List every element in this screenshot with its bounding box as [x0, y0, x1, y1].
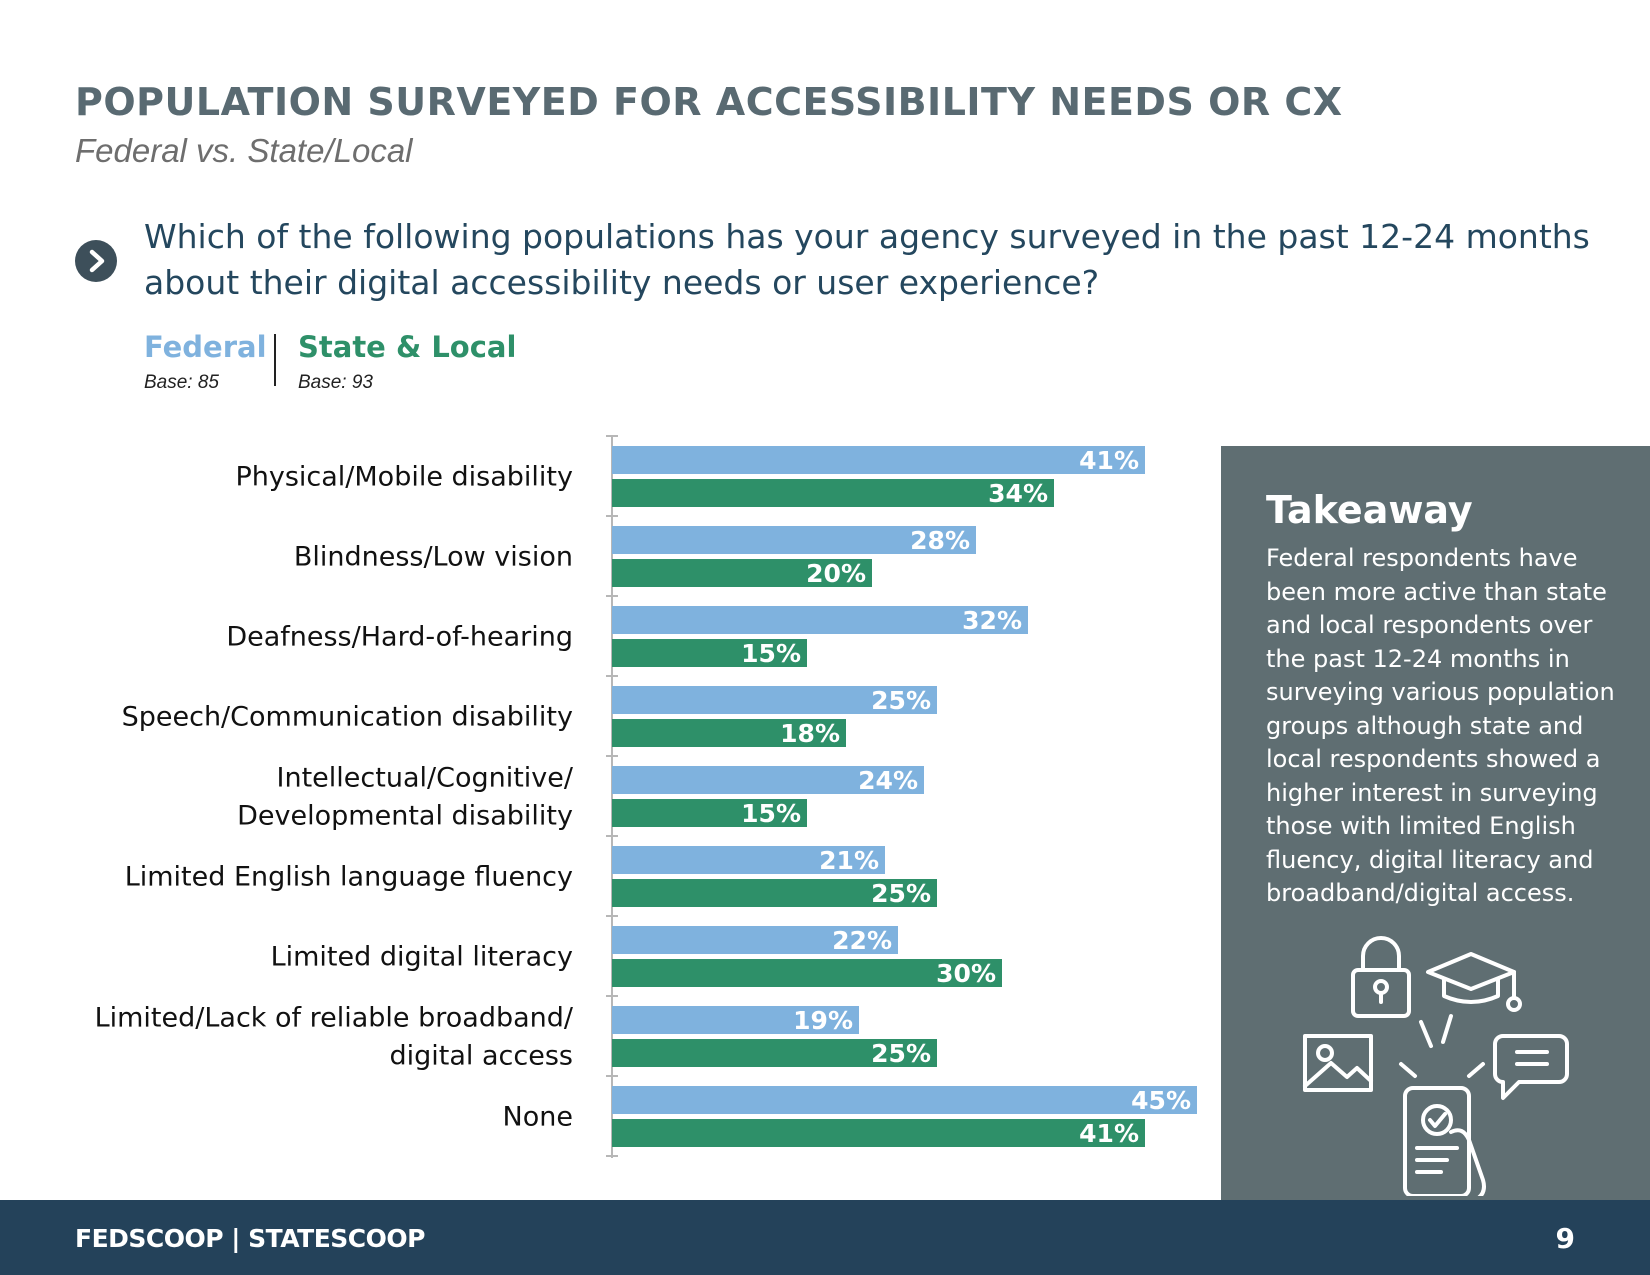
state-local-bar: [612, 959, 1002, 987]
brand-logo: FEDSCOOP | STATESCOOP: [75, 1224, 425, 1253]
takeaway-panel: Takeaway Federal respondents have been m…: [1221, 446, 1650, 1200]
page-title: POPULATION SURVEYED FOR ACCESSIBILITY NE…: [75, 80, 1343, 124]
state-local-bar: [612, 479, 1054, 507]
data-label: 19%: [793, 1006, 853, 1035]
legend-federal: Federal Base: 85: [144, 330, 267, 394]
data-label: 30%: [936, 959, 996, 988]
category-label: Limited digital literacy: [271, 942, 573, 973]
bar-chart: Physical/Mobile disability 41% 34% Blindnes…: [95, 435, 1197, 1158]
chat-icon: [1493, 1034, 1569, 1100]
legend-divider: [274, 334, 276, 386]
lock-icon: [1351, 936, 1411, 1018]
data-label: 15%: [741, 799, 801, 828]
data-label: 32%: [962, 606, 1022, 635]
data-label: 25%: [871, 879, 931, 908]
category-label: Deafness/Hard-of-hearing: [226, 622, 573, 653]
data-label: 24%: [858, 766, 918, 795]
federal-bar: [612, 606, 1028, 634]
footer-bar: FEDSCOOP | STATESCOOP 9: [0, 1200, 1650, 1275]
data-label: 28%: [910, 526, 970, 555]
federal-bar: [612, 766, 924, 794]
image-icon: [1303, 1034, 1373, 1092]
survey-question: Which of the following populations has y…: [144, 217, 1590, 302]
federal-bar: [612, 1006, 859, 1034]
category-label: Limited English language fluency: [125, 862, 573, 893]
data-label: 34%: [988, 479, 1048, 508]
data-label: 25%: [871, 1039, 931, 1068]
category-label: None: [503, 1102, 573, 1133]
federal-bar: [612, 446, 1145, 474]
takeaway-title: Takeaway: [1266, 488, 1473, 532]
chevron-right-icon: [75, 240, 117, 282]
category-label: Speech/Communication disability: [122, 702, 573, 733]
sparkle-lines-icon: [1399, 1014, 1485, 1078]
state-local-bar: [612, 799, 807, 827]
legend-state-local-base: Base: 93: [298, 372, 373, 393]
legend-state-local: State & Local Base: 93: [298, 330, 516, 394]
category-label: Intellectual/Cognitive/Developmental dis…: [237, 763, 574, 832]
data-label: 41%: [1079, 446, 1139, 475]
data-label: 45%: [1131, 1086, 1191, 1115]
page-number: 9: [1555, 1222, 1575, 1255]
federal-bar: [612, 1086, 1197, 1114]
category-label: Physical/Mobile disability: [235, 462, 573, 493]
state-local-bar: [612, 1119, 1145, 1147]
category-label: Blindness/Low vision: [294, 542, 573, 573]
data-label: 21%: [819, 846, 879, 875]
data-label: 25%: [871, 686, 931, 715]
data-label: 22%: [832, 926, 892, 955]
takeaway-body: Federal respondents have been more activ…: [1266, 544, 1615, 907]
phone-checkmark-icon: [1403, 1086, 1486, 1196]
page-subtitle: Federal vs. State/Local: [75, 132, 413, 169]
federal-bar: [612, 926, 898, 954]
data-label: 41%: [1079, 1119, 1139, 1148]
federal-bar: [612, 686, 937, 714]
legend-state-local-label: State & Local: [298, 330, 517, 364]
data-label: 15%: [741, 639, 801, 668]
category-label: Limited/Lack of reliable broadband/digit…: [95, 1003, 574, 1072]
data-label: 18%: [780, 719, 840, 748]
takeaway-illustration: [1303, 936, 1569, 1196]
state-local-bar: [612, 1039, 937, 1067]
graduation-cap-icon: [1426, 952, 1522, 1012]
state-local-bar: [612, 879, 937, 907]
state-local-bar: [612, 719, 846, 747]
data-label: 20%: [806, 559, 866, 588]
federal-bar: [612, 526, 976, 554]
legend-federal-base: Base: 85: [144, 372, 219, 393]
federal-bar: [612, 846, 885, 874]
legend-federal-label: Federal: [144, 330, 267, 364]
state-local-bar: [612, 559, 872, 587]
state-local-bar: [612, 639, 807, 667]
